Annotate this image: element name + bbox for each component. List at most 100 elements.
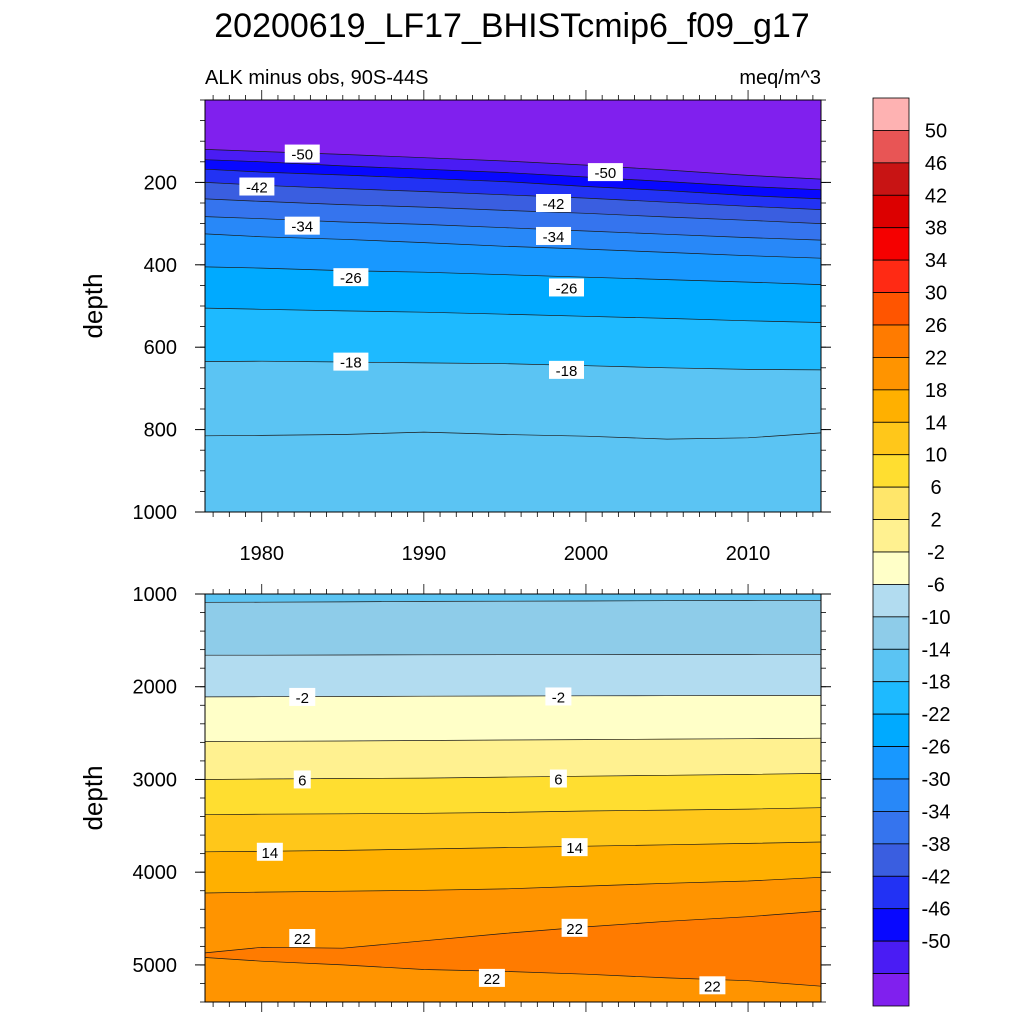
colorbar-swatch	[872, 357, 910, 391]
colorbar-label: 14	[925, 412, 947, 434]
colorbar-label: -14	[922, 639, 951, 661]
colorbar-swatch	[872, 130, 910, 164]
y-tick-label: 400	[144, 255, 177, 277]
colorbar-label: -30	[922, 769, 951, 791]
contour-label-box	[536, 226, 572, 245]
contour-line-upper--10	[205, 431, 821, 440]
contour-label: 22	[566, 921, 583, 938]
colorbar-label: 30	[925, 283, 947, 305]
colorbar-label: 26	[925, 315, 947, 337]
colorbar-swatch	[872, 584, 910, 618]
colorbar-swatch	[872, 227, 910, 261]
x-tick-label: 2000	[564, 543, 609, 565]
contour-label: -18	[556, 363, 578, 380]
colorbar-label: -46	[922, 899, 951, 921]
contour-label-box	[561, 838, 588, 857]
colorbar-label: -18	[922, 672, 951, 694]
contour-line-upper--14	[205, 360, 821, 371]
contour-line-upper--42	[205, 168, 821, 200]
contour-label-box	[284, 144, 320, 163]
colorbar-label: 38	[925, 218, 947, 240]
colorbar-label: -6	[927, 574, 945, 596]
colorbar-label: 34	[925, 250, 947, 272]
contour-line-lower-14	[205, 841, 821, 853]
colorbar-swatch	[872, 551, 910, 585]
y-tick-label: 4000	[133, 862, 178, 884]
colorbar-swatch	[872, 973, 910, 1007]
contour-label: -2	[296, 690, 309, 707]
y-tick-label: 200	[144, 172, 177, 194]
contour-line-upper--26	[205, 233, 821, 259]
y-tick-label: 1000	[133, 584, 178, 606]
colorbar-swatch	[872, 292, 910, 326]
contour-label: 14	[566, 840, 583, 857]
y-tick-label: 800	[144, 420, 177, 442]
contour-line-lower--6	[205, 599, 821, 603]
contour-label-box	[478, 968, 505, 987]
y-tick-label: 2000	[133, 677, 178, 699]
contour-label-box	[284, 216, 320, 235]
contour-label: 6	[298, 772, 306, 789]
contour-label: -26	[340, 270, 362, 287]
colorbar-swatch	[872, 97, 910, 131]
contour-label-box	[536, 194, 572, 212]
y-tick-label: 3000	[133, 769, 178, 791]
colorbar-label: 22	[925, 347, 947, 369]
contour-line-lower-22a	[205, 910, 821, 954]
colorbar-swatch	[872, 681, 910, 715]
contour-label: -50	[595, 165, 617, 182]
colorbar-label: -34	[922, 801, 951, 823]
y-tick-label: 5000	[133, 955, 178, 977]
contour-label-box	[293, 770, 311, 789]
contour-label-box	[587, 163, 623, 182]
contour-label: -50	[291, 147, 313, 164]
colorbar-label: -22	[922, 704, 951, 726]
colorbar-swatch	[872, 713, 910, 747]
colorbar-swatch	[872, 811, 910, 845]
contour-label-box	[561, 918, 588, 937]
colorbar-swatch	[872, 940, 910, 974]
contour-label-box	[239, 177, 275, 196]
contour-label-box	[289, 929, 316, 948]
contour-line-lower-2	[205, 737, 821, 742]
colorbar-label: 46	[925, 153, 947, 175]
contour-label: 22	[484, 971, 501, 988]
contour-line-upper--38	[205, 182, 821, 210]
colorbar-swatch	[872, 389, 910, 423]
contour-label-box	[549, 769, 567, 788]
contour-line-lower-10	[205, 807, 821, 816]
contour-label-box	[545, 687, 572, 706]
colorbar-swatch	[872, 162, 910, 196]
chart-title: 20200619_LF17_BHISTcmip6_f09_g17	[214, 7, 809, 45]
contour-line-lower--2	[205, 695, 821, 698]
x-tick-label: 1980	[239, 543, 284, 565]
colorbar-swatch	[872, 421, 910, 456]
colorbar-label: 6	[930, 477, 941, 499]
y-tick-label: 600	[144, 337, 177, 359]
colorbar-swatch	[872, 194, 910, 229]
contour-line-upper--34	[205, 198, 821, 224]
colorbar-label: -42	[922, 866, 951, 888]
colorbar: 50 46 42 38 34 30 26 22 18 14 10 6 2 -2 -6 -10 -14 -18 -22…	[872, 97, 951, 1007]
contour-label: -2	[552, 689, 565, 706]
colorbar-swatch	[872, 648, 910, 683]
colorbar-swatch	[872, 519, 910, 553]
colorbar-label: 18	[925, 380, 947, 402]
y-axis-title: depth	[78, 273, 108, 338]
x-tick-label: 1990	[402, 543, 447, 565]
contour-line-lower-18	[205, 876, 821, 894]
colorbar-swatch	[872, 486, 910, 520]
contour-label-box	[548, 360, 584, 379]
colorbar-swatch	[872, 746, 910, 780]
colorbar-swatch	[872, 778, 910, 812]
contour-label-box	[699, 976, 726, 995]
contour-label: -34	[543, 229, 565, 246]
colorbar-label: 2	[930, 510, 941, 532]
contour-band-lower-1	[205, 599, 821, 656]
contour-label-box	[333, 352, 369, 371]
contour-label: -42	[246, 180, 268, 197]
contour-label: -42	[543, 196, 565, 213]
contour-line-lower-6	[205, 773, 821, 780]
contour-line-upper--22	[205, 266, 821, 285]
